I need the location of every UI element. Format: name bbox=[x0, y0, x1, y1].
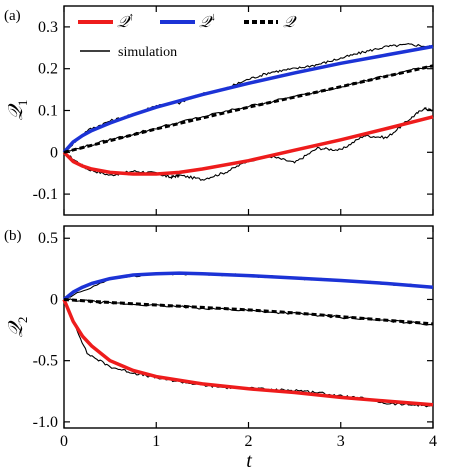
panel-a-ylabel: 𝒬1 bbox=[5, 100, 30, 121]
panel-b-series-2 bbox=[63, 298, 434, 326]
panel-a-series-0 bbox=[62, 115, 434, 176]
panel-a-ytick-label: 0.1 bbox=[38, 103, 58, 120]
panel-b-ytick-label: 0 bbox=[50, 291, 58, 308]
panel-a-ytick-label: -0.1 bbox=[33, 186, 58, 203]
panel-b-xtick-label: 2 bbox=[245, 433, 253, 450]
panel-a-ytick-label: 0.3 bbox=[38, 19, 58, 36]
panel-b-simulation-2 bbox=[64, 298, 434, 326]
panel-b-series-1 bbox=[62, 271, 434, 301]
panel-b-plot bbox=[62, 271, 434, 408]
panel-a-plot bbox=[62, 43, 434, 181]
panel-b-xtick-label: 3 bbox=[337, 433, 345, 450]
panel-b-label: (b) bbox=[4, 228, 22, 244]
legend: 𝒬↑ 𝒬↓ 𝒬 simulation bbox=[78, 11, 297, 60]
panel-a-frame bbox=[63, 5, 434, 216]
legend-label-down: 𝒬↓ bbox=[199, 11, 216, 31]
panel-b-xtick-label: 4 bbox=[429, 433, 437, 450]
panel-b-ylabel: 𝒬2 bbox=[5, 317, 30, 338]
panel-b-simulation-0 bbox=[63, 299, 434, 408]
panel-b-frame bbox=[63, 225, 434, 429]
svg-text:𝒬1: 𝒬1 bbox=[5, 100, 30, 121]
panel-b-series-0 bbox=[62, 298, 434, 407]
panel-b-ytick-label: -0.5 bbox=[33, 353, 58, 370]
panel-a-ytick-label: 0.2 bbox=[38, 61, 58, 78]
panel-b-xtick-label: 1 bbox=[152, 433, 160, 450]
ticks: -0.1 0 0.1 0.2 0.3 -1.0 -0.5 0 0.5 0 1 2 3 4 bbox=[33, 6, 437, 450]
panel-a-ytick-label: 0 bbox=[50, 144, 58, 161]
panel-a-series-2 bbox=[63, 64, 434, 154]
panel-b-ytick-label: -1.0 bbox=[33, 414, 58, 431]
panel-a-label: (a) bbox=[4, 8, 21, 24]
panel-b-xtick-label: 0 bbox=[60, 433, 68, 450]
legend-label-mean: 𝒬 bbox=[283, 14, 297, 31]
legend-label-simulation: simulation bbox=[118, 45, 177, 60]
x-axis-title: t bbox=[246, 450, 252, 472]
legend-label-up: 𝒬↑ bbox=[117, 11, 134, 31]
svg-text:𝒬2: 𝒬2 bbox=[5, 317, 30, 338]
panel-b-ytick-label: 0.5 bbox=[38, 230, 58, 247]
panel-a-series-1 bbox=[62, 44, 434, 154]
